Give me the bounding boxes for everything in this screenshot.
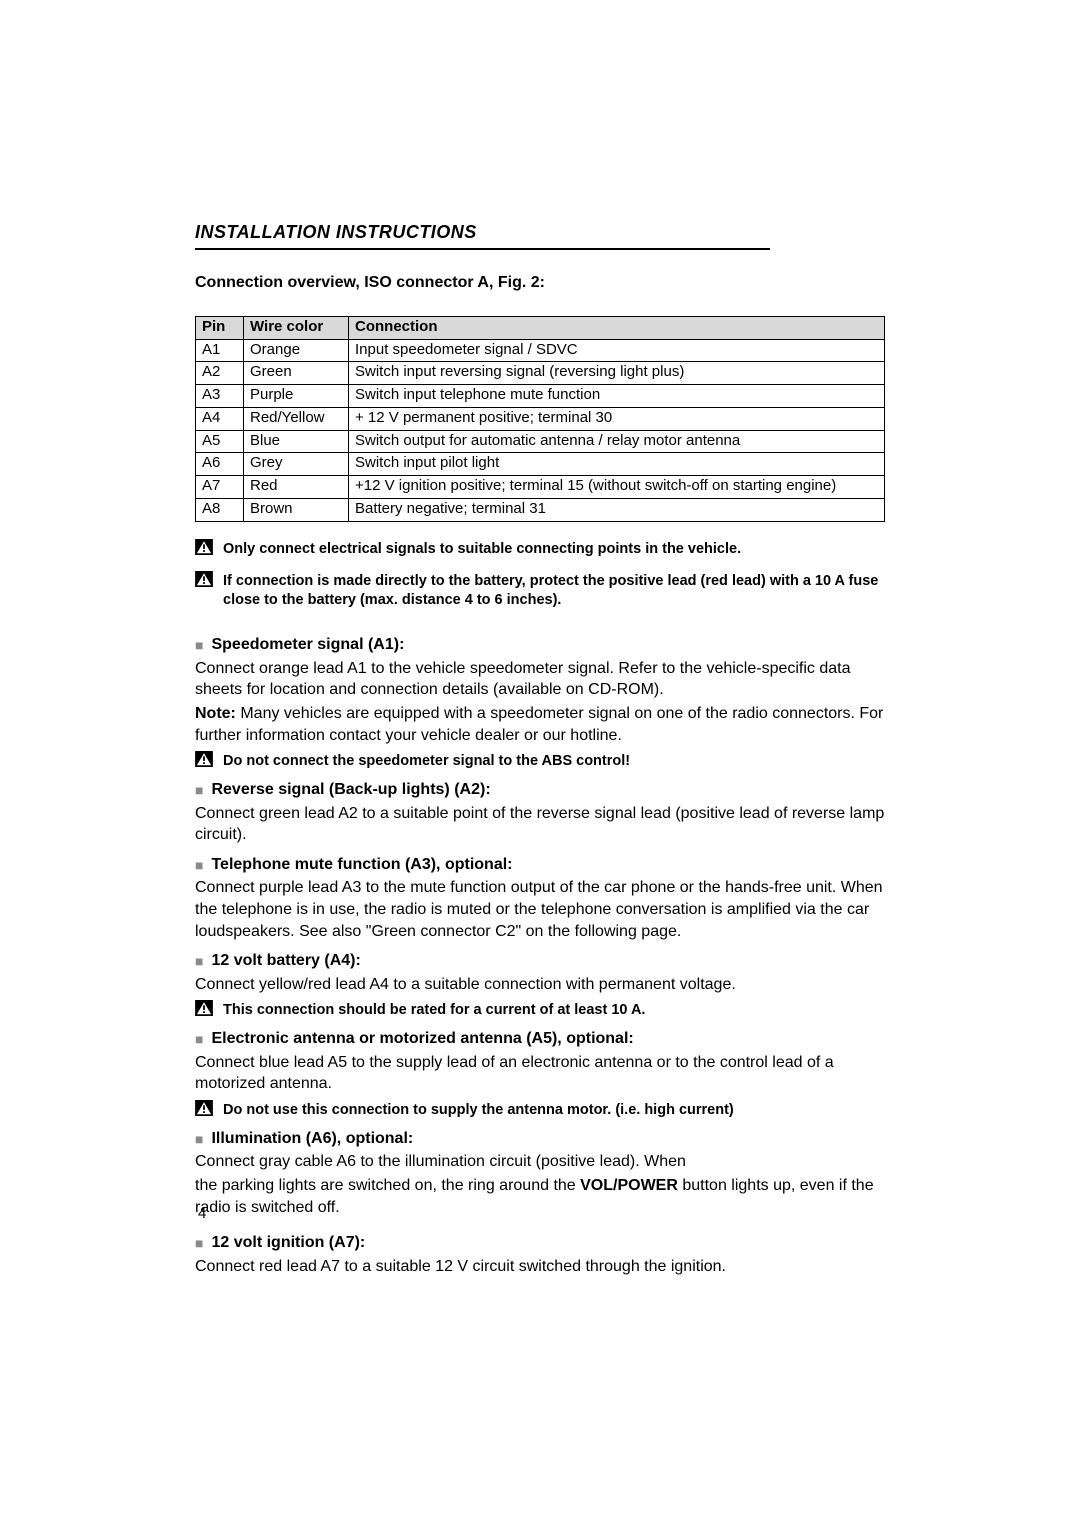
table-row: A8BrownBattery negative; terminal 31 <box>196 498 885 521</box>
table-header-row: Pin Wire color Connection <box>196 316 885 339</box>
table-row: A1OrangeInput speedometer signal / SDVC <box>196 339 885 362</box>
body-text: Connect orange lead A1 to the vehicle sp… <box>195 658 885 701</box>
heading-mute: ■ Telephone mute function (A3), optional: <box>195 854 885 876</box>
warning-speedo: Do not connect the speedometer signal to… <box>195 752 885 771</box>
section-subheader: Connection overview, ISO connector A, Fi… <box>195 272 885 294</box>
bullet-icon: ■ <box>195 1032 203 1046</box>
table-cell: Input speedometer signal / SDVC <box>349 339 885 362</box>
heading-antenna: ■ Electronic antenna or motorized antenna… <box>195 1028 885 1050</box>
warning-battery: This connection should be rated for a cu… <box>195 1001 885 1020</box>
table-cell: +12 V ignition positive; terminal 15 (wi… <box>349 476 885 499</box>
heading-label: Telephone mute function (A3), optional: <box>211 854 512 876</box>
volpower-label: VOL/POWER <box>580 1177 678 1194</box>
heading-illumination: ■ Illumination (A6), optional: <box>195 1128 885 1150</box>
warning-text: Do not use this connection to supply the… <box>223 1101 734 1120</box>
heading-label: Speedometer signal (A1): <box>211 634 404 656</box>
heading-ignition: ■ 12 volt ignition (A7): <box>195 1232 885 1254</box>
table-cell: Switch input reversing signal (reversing… <box>349 362 885 385</box>
warning-icon <box>195 539 213 555</box>
table-row: A5BlueSwitch output for automatic antenn… <box>196 430 885 453</box>
heading-label: 12 volt battery (A4): <box>211 950 360 972</box>
body-text: Connect gray cable A6 to the illuminatio… <box>195 1151 885 1173</box>
body-text: Connect red lead A7 to a suitable 12 V c… <box>195 1256 885 1278</box>
page-number: 4 <box>198 1204 206 1224</box>
warning-antenna: Do not use this connection to supply the… <box>195 1101 885 1120</box>
table-cell: A3 <box>196 385 244 408</box>
table-cell: A4 <box>196 407 244 430</box>
table-cell: Blue <box>244 430 349 453</box>
heading-speedometer: ■ Speedometer signal (A1): <box>195 634 885 656</box>
warning-2: If connection is made directly to the ba… <box>195 572 885 610</box>
page-header: INSTALLATION INSTRUCTIONS <box>195 220 770 250</box>
table-row: A4Red/Yellow+ 12 V permanent positive; t… <box>196 407 885 430</box>
table-cell: Purple <box>244 385 349 408</box>
table-cell: Brown <box>244 498 349 521</box>
body-text: Connect green lead A2 to a suitable poin… <box>195 803 885 846</box>
table-cell: A2 <box>196 362 244 385</box>
warning-text: If connection is made directly to the ba… <box>223 572 885 610</box>
table-cell: A7 <box>196 476 244 499</box>
table-row: A6GreySwitch input pilot light <box>196 453 885 476</box>
table-cell: A1 <box>196 339 244 362</box>
heading-battery: ■ 12 volt battery (A4): <box>195 950 885 972</box>
bullet-icon: ■ <box>195 638 203 652</box>
table-row: A3PurpleSwitch input telephone mute func… <box>196 385 885 408</box>
text-fragment: the parking lights are switched on, the … <box>195 1177 580 1194</box>
bullet-icon: ■ <box>195 1236 203 1250</box>
col-connection: Connection <box>349 316 885 339</box>
note-lead: Note: <box>195 705 236 722</box>
table-cell: Red <box>244 476 349 499</box>
table-cell: + 12 V permanent positive; terminal 30 <box>349 407 885 430</box>
warning-icon <box>195 751 213 767</box>
table-row: A2GreenSwitch input reversing signal (re… <box>196 362 885 385</box>
warning-icon <box>195 571 213 587</box>
bullet-icon: ■ <box>195 858 203 872</box>
table-cell: Battery negative; terminal 31 <box>349 498 885 521</box>
heading-reverse: ■ Reverse signal (Back-up lights) (A2): <box>195 779 885 801</box>
col-pin: Pin <box>196 316 244 339</box>
table-cell: A6 <box>196 453 244 476</box>
table-cell: A8 <box>196 498 244 521</box>
table-cell: Grey <box>244 453 349 476</box>
body-text: Connect purple lead A3 to the mute funct… <box>195 877 885 942</box>
table-cell: Switch input telephone mute function <box>349 385 885 408</box>
bullet-icon: ■ <box>195 1132 203 1146</box>
note-body: Many vehicles are equipped with a speedo… <box>195 705 883 744</box>
warning-text: Do not connect the speedometer signal to… <box>223 752 630 771</box>
table-cell: A5 <box>196 430 244 453</box>
warning-text: Only connect electrical signals to suita… <box>223 540 741 559</box>
warning-text: This connection should be rated for a cu… <box>223 1001 645 1020</box>
table-cell: Orange <box>244 339 349 362</box>
table-cell: Switch output for automatic antenna / re… <box>349 430 885 453</box>
table-cell: Red/Yellow <box>244 407 349 430</box>
table-row: A7Red+12 V ignition positive; terminal 1… <box>196 476 885 499</box>
connector-table: Pin Wire color Connection A1OrangeInput … <box>195 316 885 522</box>
note-text: Note: Many vehicles are equipped with a … <box>195 703 885 746</box>
body-text: Connect blue lead A5 to the supply lead … <box>195 1052 885 1095</box>
heading-label: Reverse signal (Back-up lights) (A2): <box>211 779 490 801</box>
heading-label: 12 volt ignition (A7): <box>211 1232 365 1254</box>
table-cell: Green <box>244 362 349 385</box>
body-text: Connect yellow/red lead A4 to a suitable… <box>195 974 885 996</box>
warning-icon <box>195 1100 213 1116</box>
bullet-icon: ■ <box>195 954 203 968</box>
warning-1: Only connect electrical signals to suita… <box>195 540 885 559</box>
heading-label: Illumination (A6), optional: <box>211 1128 413 1150</box>
table-cell: Switch input pilot light <box>349 453 885 476</box>
col-wire-color: Wire color <box>244 316 349 339</box>
warning-icon <box>195 1000 213 1016</box>
body-text: the parking lights are switched on, the … <box>195 1175 885 1218</box>
heading-label: Electronic antenna or motorized antenna … <box>211 1028 633 1050</box>
bullet-icon: ■ <box>195 783 203 797</box>
